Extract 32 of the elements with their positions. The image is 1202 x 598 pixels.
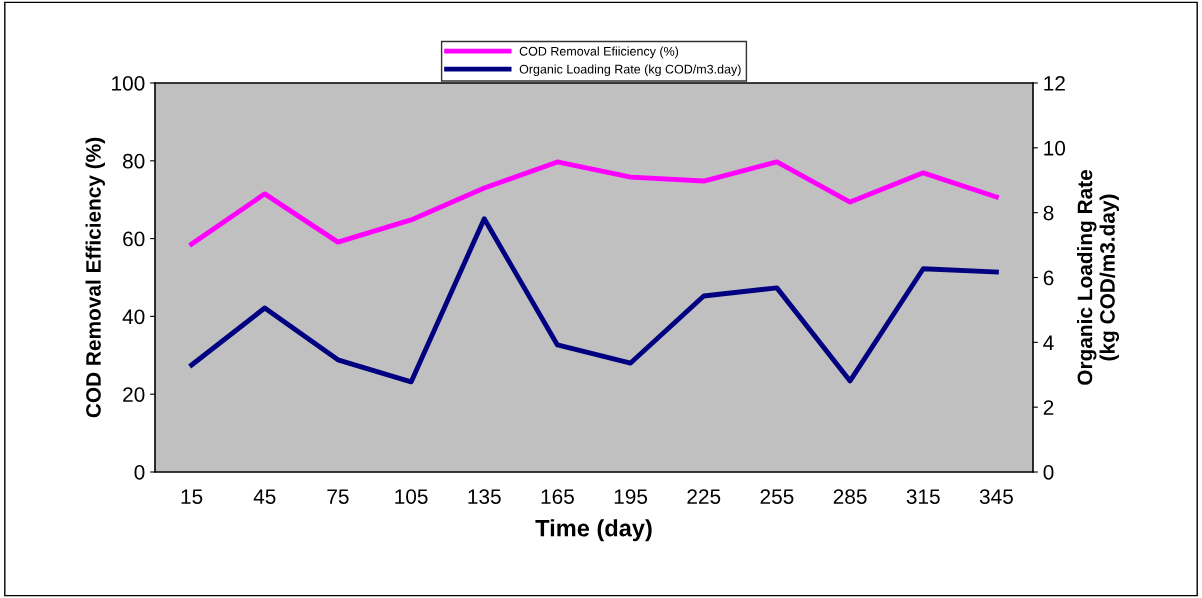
- x-tick-label: 45: [253, 489, 276, 504]
- x-tick-label: 285: [833, 489, 867, 504]
- y-tick-label: 100: [112, 76, 145, 91]
- y-tick-label: 40: [122, 309, 145, 325]
- y2-tick-label: 6: [1043, 270, 1054, 286]
- x-tick-label: 255: [760, 489, 794, 504]
- y-tick-label: 0: [134, 465, 145, 480]
- x-axis-title: Time (day): [535, 519, 652, 542]
- y2-tick-label: 8: [1043, 205, 1054, 221]
- y-tick-label: 60: [123, 231, 145, 247]
- y2-tick-label: 2: [1043, 400, 1054, 415]
- x-tick-label: 315: [906, 489, 940, 504]
- x-tick-label: 75: [327, 489, 349, 504]
- x-tick-label: 165: [541, 489, 574, 504]
- y-tick-label: 80: [123, 153, 145, 169]
- y2-tick-label: 0: [1043, 465, 1054, 480]
- line-series: [189, 216, 999, 385]
- x-tick-label: 105: [395, 489, 428, 504]
- x-tick-label: 135: [468, 489, 501, 504]
- x-tick-label: 345: [979, 489, 1013, 504]
- legend-label: COD Removal Efiiciency (%): [519, 46, 679, 59]
- y-axis-title: COD Removal Efficiency (%): [85, 137, 105, 418]
- legend-label: Organic Loading Rate (kg COD/m3.day): [519, 64, 741, 77]
- y2-axis-title: Organic Loading Rate (kg COD/m3.day): [1077, 169, 1120, 385]
- y2-tick-label: 4: [1043, 335, 1054, 350]
- x-tick-label: 195: [614, 489, 648, 504]
- y2-tick-label: 12: [1044, 76, 1065, 91]
- x-tick-label: 225: [687, 489, 721, 504]
- y-tick-label: 20: [123, 387, 145, 402]
- line-series: [189, 159, 999, 247]
- y2-tick-label: 10: [1044, 140, 1066, 156]
- x-tick-label: 15: [181, 489, 203, 504]
